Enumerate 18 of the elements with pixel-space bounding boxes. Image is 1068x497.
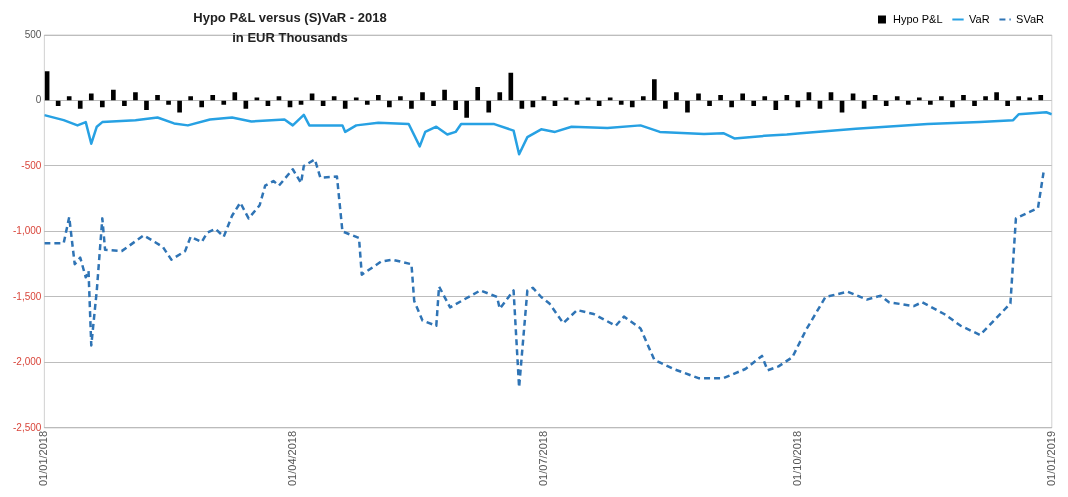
x-tick-label: 01/07/2018 [536,430,549,487]
y-tick-label: -2,000 [13,356,42,368]
legend-label: SVaR [1016,12,1045,25]
x-tick-label: 01/01/2019 [1044,430,1057,487]
legend-label: VaR [969,12,990,25]
y-tick-label: -500 [21,159,42,171]
x-tick-label: 01/10/2018 [790,430,803,487]
y-tick-label: -1,500 [13,290,42,302]
y-tick-label: 500 [24,28,42,40]
y-tick-label: 0 [35,94,42,106]
line-series [44,158,1045,389]
chart-subtitle: in EUR Thousands [231,29,349,47]
y-tick-label: -1,000 [13,225,42,237]
x-tick-label: 01/01/2018 [37,430,50,487]
chart-title: Hypo P&L versus (S)VaR - 2018 [192,9,388,27]
legend-label: Hypo P&L [892,12,943,25]
x-tick-label: 01/04/2018 [285,430,298,487]
y-tick-label: -2,500 [13,421,42,433]
